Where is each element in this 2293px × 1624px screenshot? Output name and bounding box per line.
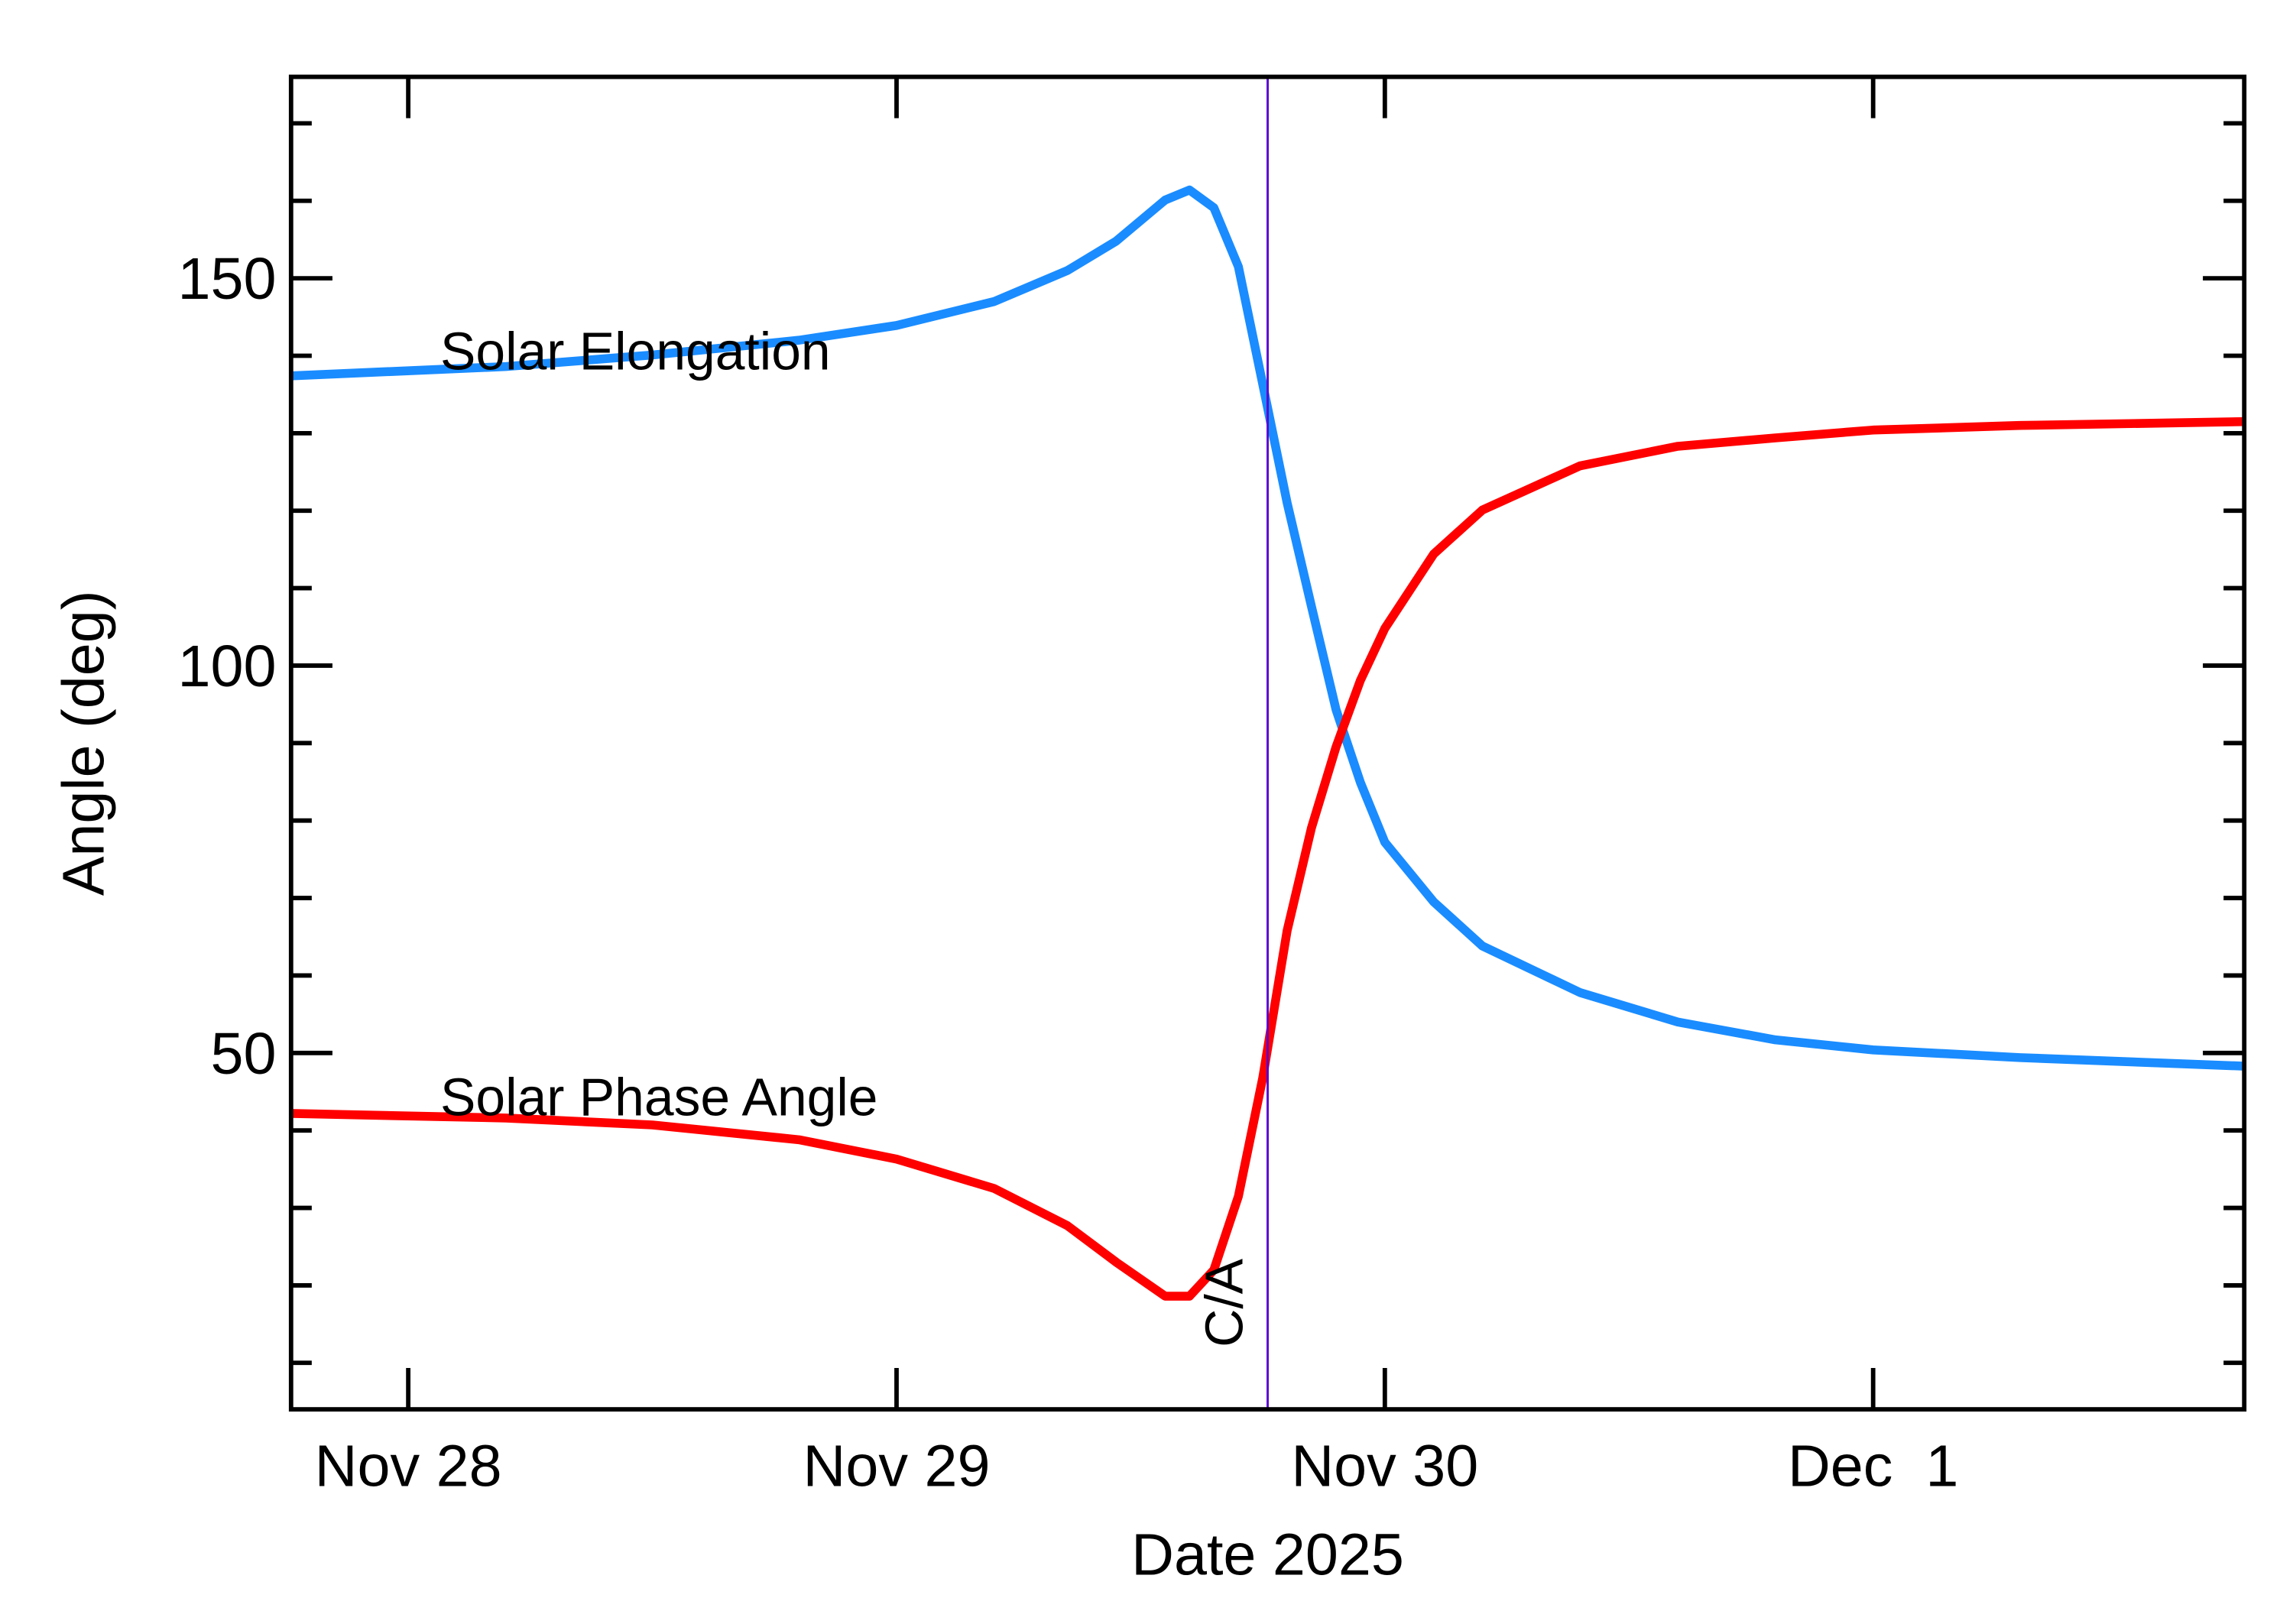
series-line [290, 417, 2245, 1301]
x-tick-label: Nov 29 [803, 1434, 991, 1499]
closest-approach-label: C/A [1195, 1258, 1254, 1347]
series-label: Solar Elongation [440, 321, 831, 381]
plot-frame [288, 74, 2247, 1412]
x-tick-label: Nov 28 [315, 1434, 502, 1499]
y-tick-label: 100 [178, 634, 277, 699]
series-line [290, 185, 2245, 1071]
x-axis-label: Date 2025 [1131, 1522, 1404, 1588]
series-label: Solar Phase Angle [440, 1067, 877, 1126]
y-tick-label: 150 [178, 246, 277, 312]
y-tick-label: 50 [210, 1021, 276, 1087]
y-axis-label: Angle (deg) [50, 591, 116, 896]
x-tick-label: Dec 1 [1788, 1434, 1958, 1499]
x-tick-label: Nov 30 [1291, 1434, 1478, 1499]
